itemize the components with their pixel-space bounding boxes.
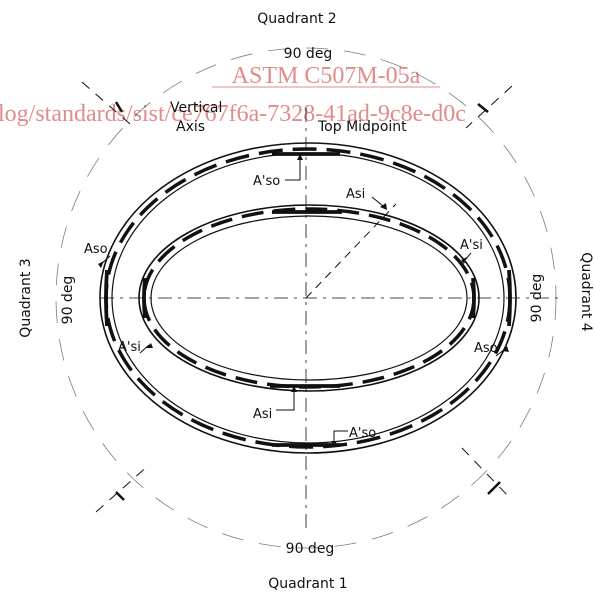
center-diagonal: [305, 203, 397, 299]
segment-left-inner: [142, 277, 147, 319]
divider-tick-bottom-right: [487, 481, 501, 495]
divider-bottom-left: [95, 463, 151, 513]
segment-left-outer: [104, 269, 109, 327]
vertical-axis-label-line1: Vertical: [170, 100, 222, 116]
quadrant-1-label: Quadrant 1: [268, 576, 347, 592]
vertical-axis-label-line2: Axis: [176, 119, 205, 135]
leader-a-si-bottom: [276, 392, 295, 411]
segment-right-inner: [471, 277, 476, 319]
callout-labels: A'so Asi A'si Aso A'si Aso Asi A'so: [84, 174, 498, 441]
divider-tick-bottom-left: [115, 491, 125, 501]
outer-wall-outside: [99, 142, 517, 454]
callout-a-si-top: Asi: [346, 187, 365, 202]
quadrant-4-label: Quadrant 4: [578, 252, 594, 332]
callout-a-so-left: Aso: [84, 242, 108, 257]
deg-left-label: 90 deg: [60, 276, 76, 325]
callout-a-si-bottom: Asi: [253, 407, 272, 422]
deg-bottom-label: 90 deg: [286, 541, 335, 557]
divider-tick-top-left: [114, 101, 124, 113]
divider-top-right: [465, 85, 513, 129]
quadrant-dividers: [81, 81, 513, 513]
divider-tick-top-right: [477, 103, 489, 113]
inner-wall-inside: [150, 215, 468, 381]
leader-a-prime-so-bottom: [333, 430, 348, 442]
deg-right-label: 90 deg: [529, 274, 545, 323]
reinforcement-segments: [104, 152, 512, 447]
top-midpoint-label: Top Midpoint: [317, 119, 407, 135]
callout-a-so-right: Aso: [474, 341, 498, 356]
callout-a-prime-so-top: A'so: [253, 174, 280, 189]
inner-wall-outside: [138, 204, 480, 392]
callout-a-prime-so-bottom: A'so: [349, 426, 376, 441]
deg-top-label: 90 deg: [284, 46, 333, 62]
quadrant-3-label: Quadrant 3: [18, 258, 34, 337]
divider-bottom-right: [461, 447, 511, 499]
watermark-url: log/standards/sist/ce767f6a-7328-41ad-9c…: [0, 101, 466, 127]
leader-lines: [98, 154, 509, 447]
segment-right-outer: [507, 269, 512, 327]
quadrant-2-label: Quadrant 2: [257, 11, 336, 27]
callout-a-prime-si-left: A'si: [118, 340, 141, 355]
leader-a-prime-si-left: [139, 344, 150, 354]
callout-a-prime-si-right: A'si: [460, 238, 483, 253]
watermark: ASTM C507M-05a log/standards/sist/ce767f…: [0, 63, 466, 127]
leader-a-prime-so-top: [285, 160, 301, 181]
leader-a-si-top: [371, 196, 384, 207]
watermark-title: ASTM C507M-05a: [232, 63, 421, 89]
